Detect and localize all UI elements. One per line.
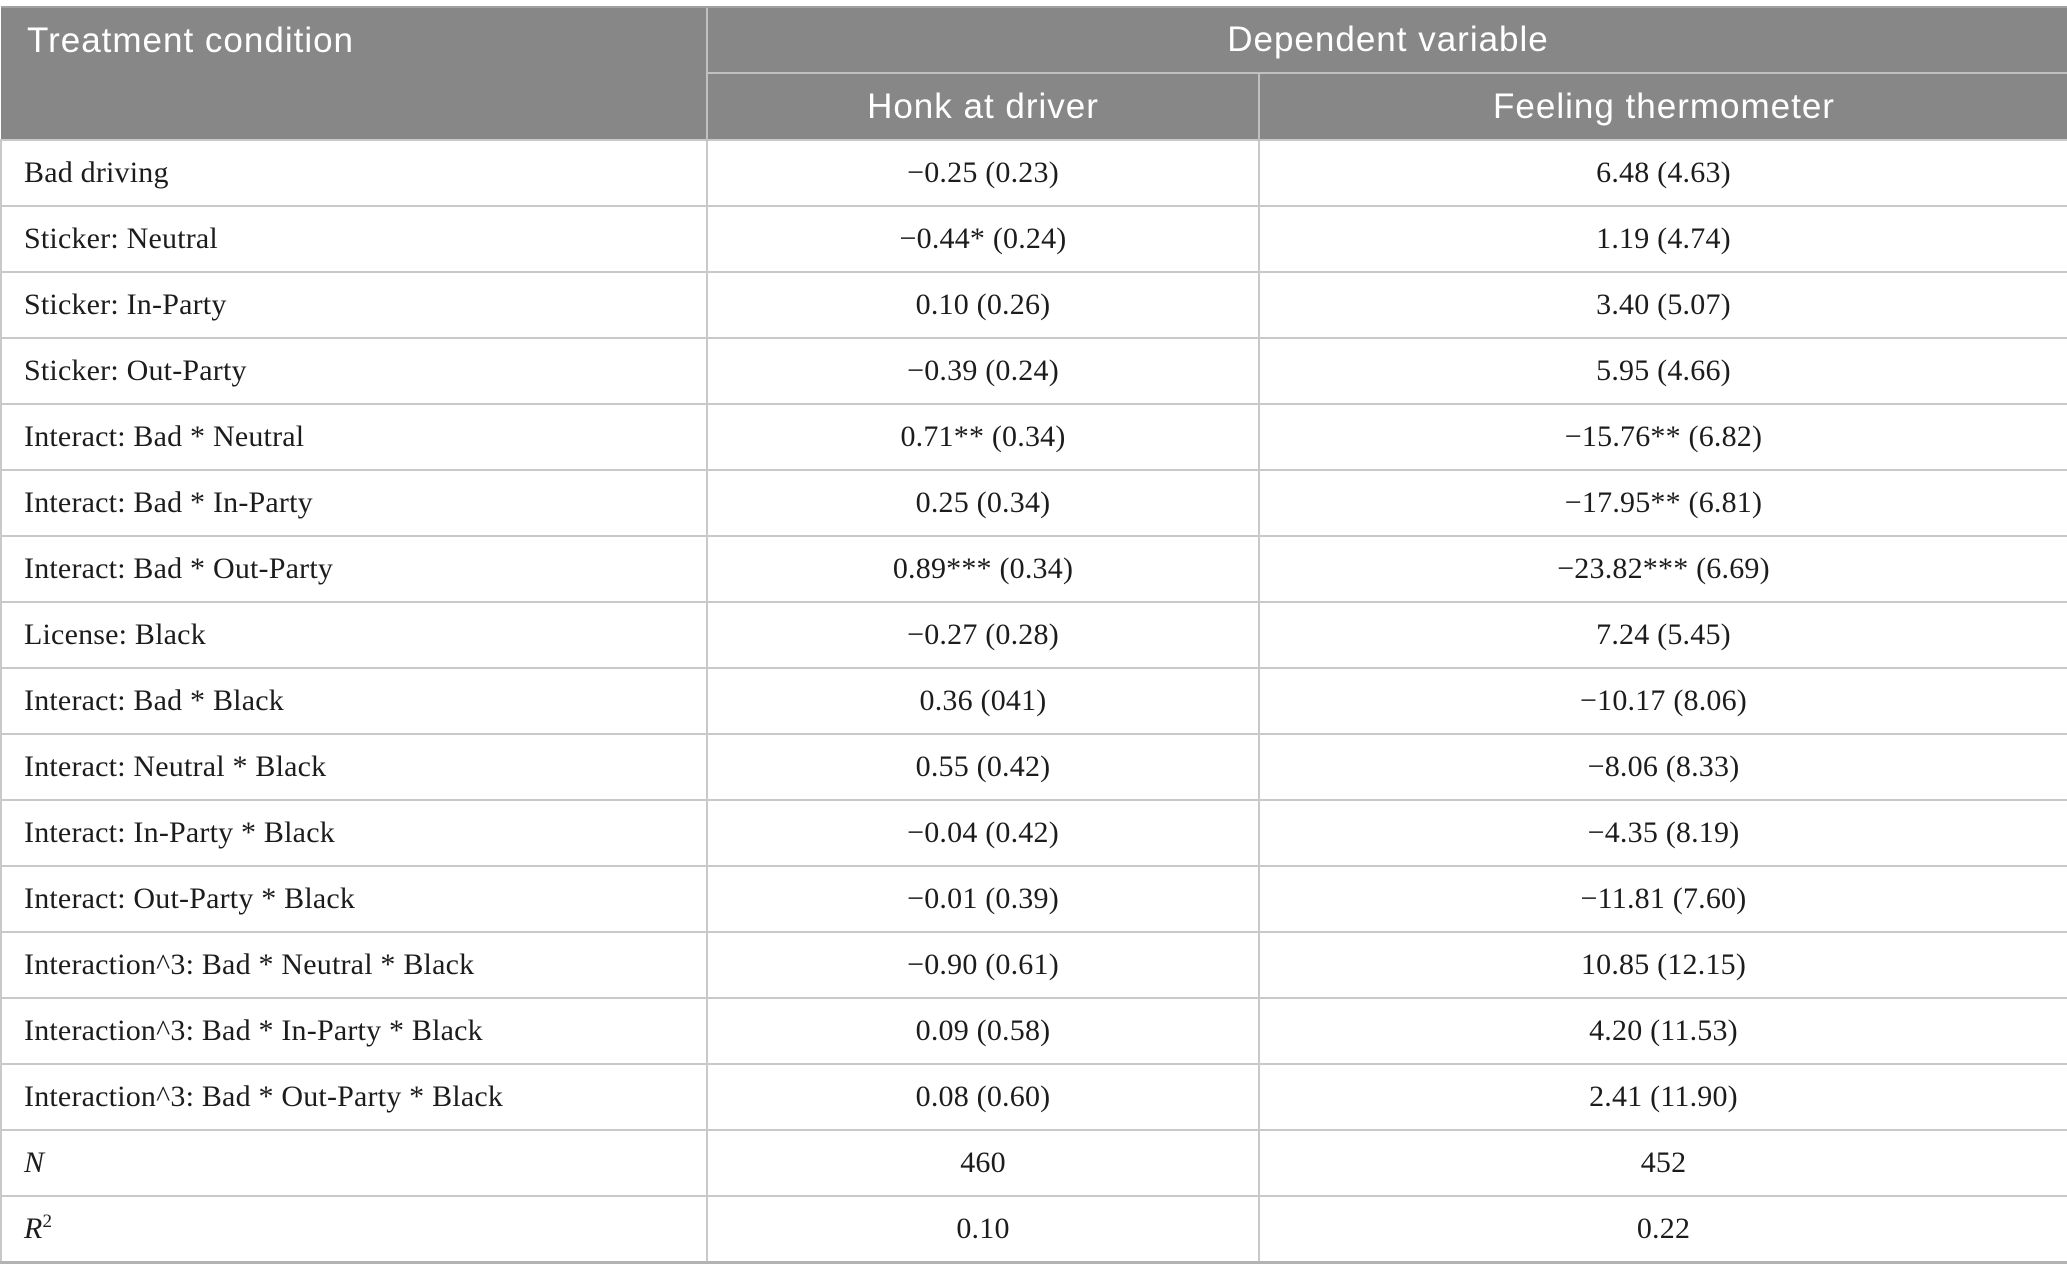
table-row: Sticker: In-Party 0.10 (0.26) 3.40 (5.07…: [0, 271, 2067, 339]
honk-value-cell: 0.25 (0.34): [706, 469, 1260, 537]
honk-value-cell: −0.90 (0.61): [706, 931, 1260, 999]
table-row: Interact: Bad * In-Party 0.25 (0.34) −17…: [0, 469, 2067, 537]
row-label: Interact: Neutral * Black: [0, 733, 708, 801]
table-row: Interact: Out-Party * Black −0.01 (0.39)…: [0, 865, 2067, 933]
thermometer-value-cell: −15.76** (6.82): [1258, 403, 2067, 471]
row-label: Sticker: Neutral: [0, 205, 708, 273]
thermometer-value-cell: 452: [1258, 1129, 2067, 1197]
thermometer-value-cell: 1.19 (4.74): [1258, 205, 2067, 273]
thermometer-value-cell: −4.35 (8.19): [1258, 799, 2067, 867]
row-label: Interaction^3: Bad * In-Party * Black: [0, 997, 708, 1065]
honk-value-cell: 0.10 (0.26): [706, 271, 1260, 339]
table-row: Sticker: Out-Party −0.39 (0.24) 5.95 (4.…: [0, 337, 2067, 405]
row-label: Bad driving: [0, 139, 708, 207]
row-label: Interaction^3: Bad * Neutral * Black: [0, 931, 708, 999]
table-header: Treatment condition Dependent variable H…: [1, 6, 2067, 140]
thermometer-value-cell: −10.17 (8.06): [1258, 667, 2067, 735]
honk-value-cell: 0.10: [706, 1195, 1260, 1264]
table-row: Interact: Bad * Out-Party 0.89*** (0.34)…: [0, 535, 2067, 603]
thermometer-value-cell: −23.82*** (6.69): [1258, 535, 2067, 603]
honk-value-cell: −0.27 (0.28): [706, 601, 1260, 669]
thermometer-value-cell: 6.48 (4.63): [1258, 139, 2067, 207]
honk-value-cell: −0.01 (0.39): [706, 865, 1260, 933]
header-treatment-condition: Treatment condition: [1, 6, 707, 140]
table-row: Interact: Bad * Neutral 0.71** (0.34) −1…: [0, 403, 2067, 471]
table-row: Interact: In-Party * Black −0.04 (0.42) …: [0, 799, 2067, 867]
row-label: Interact: Bad * In-Party: [0, 469, 708, 537]
row-label: Interact: Bad * Neutral: [0, 403, 708, 471]
honk-value-cell: 0.09 (0.58): [706, 997, 1260, 1065]
honk-value-cell: 0.89*** (0.34): [706, 535, 1260, 603]
row-label: Interact: In-Party * Black: [0, 799, 708, 867]
table-row: R2 0.10 0.22: [0, 1195, 2067, 1264]
table-row: Interact: Neutral * Black 0.55 (0.42) −8…: [0, 733, 2067, 801]
thermometer-value-cell: −17.95** (6.81): [1258, 469, 2067, 537]
thermometer-value-cell: 7.24 (5.45): [1258, 601, 2067, 669]
thermometer-value-cell: 5.95 (4.66): [1258, 337, 2067, 405]
honk-value-cell: 0.08 (0.60): [706, 1063, 1260, 1131]
thermometer-value-cell: 10.85 (12.15): [1258, 931, 2067, 999]
table-row: License: Black −0.27 (0.28) 7.24 (5.45): [0, 601, 2067, 669]
table-row: Interaction^3: Bad * Neutral * Black −0.…: [0, 931, 2067, 999]
honk-value-cell: −0.25 (0.23): [706, 139, 1260, 207]
regression-results-table-wrap: Treatment condition Dependent variable H…: [0, 6, 2067, 1264]
row-label: Sticker: In-Party: [0, 271, 708, 339]
honk-value-cell: 0.36 (041): [706, 667, 1260, 735]
row-label: R2: [0, 1195, 708, 1264]
table-row: N 460 452: [0, 1129, 2067, 1197]
header-honk-at-driver: Honk at driver: [706, 72, 1259, 140]
thermometer-value-cell: 4.20 (11.53): [1258, 997, 2067, 1065]
table-row: Sticker: Neutral −0.44* (0.24) 1.19 (4.7…: [0, 205, 2067, 273]
row-label: License: Black: [0, 601, 708, 669]
honk-value-cell: −0.44* (0.24): [706, 205, 1260, 273]
table-row: Interact: Bad * Black 0.36 (041) −10.17 …: [0, 667, 2067, 735]
thermometer-value-cell: −8.06 (8.33): [1258, 733, 2067, 801]
regression-results-table: Treatment condition Dependent variable H…: [0, 6, 2067, 1264]
table-row: Interaction^3: Bad * Out-Party * Black 0…: [0, 1063, 2067, 1131]
row-label: Sticker: Out-Party: [0, 337, 708, 405]
table-row: Bad driving −0.25 (0.23) 6.48 (4.63): [0, 139, 2067, 207]
honk-value-cell: −0.39 (0.24): [706, 337, 1260, 405]
honk-value-cell: −0.04 (0.42): [706, 799, 1260, 867]
honk-value-cell: 0.71** (0.34): [706, 403, 1260, 471]
table-body: Bad driving −0.25 (0.23) 6.48 (4.63) Sti…: [0, 139, 2067, 1264]
thermometer-value-cell: 3.40 (5.07): [1258, 271, 2067, 339]
table-row: Interaction^3: Bad * In-Party * Black 0.…: [0, 997, 2067, 1065]
row-label: Interact: Bad * Out-Party: [0, 535, 708, 603]
thermometer-value-cell: 0.22: [1258, 1195, 2067, 1264]
row-label: Interact: Out-Party * Black: [0, 865, 708, 933]
honk-value-cell: 0.55 (0.42): [706, 733, 1260, 801]
thermometer-value-cell: 2.41 (11.90): [1258, 1063, 2067, 1131]
honk-value-cell: 460: [706, 1129, 1260, 1197]
row-label: Interaction^3: Bad * Out-Party * Black: [0, 1063, 708, 1131]
thermometer-value-cell: −11.81 (7.60): [1258, 865, 2067, 933]
header-dependent-variable: Dependent variable: [706, 6, 2067, 74]
row-label: N: [0, 1129, 708, 1197]
header-feeling-thermometer: Feeling thermometer: [1258, 72, 2067, 140]
row-label: Interact: Bad * Black: [0, 667, 708, 735]
